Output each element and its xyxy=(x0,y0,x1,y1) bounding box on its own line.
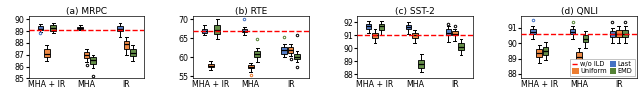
PathPatch shape xyxy=(51,25,56,31)
PathPatch shape xyxy=(623,30,628,37)
PathPatch shape xyxy=(536,49,542,57)
Title: (d) QNLI: (d) QNLI xyxy=(561,7,598,16)
PathPatch shape xyxy=(406,25,412,29)
PathPatch shape xyxy=(130,49,136,56)
PathPatch shape xyxy=(117,26,123,31)
PathPatch shape xyxy=(90,57,96,64)
PathPatch shape xyxy=(530,29,536,34)
PathPatch shape xyxy=(44,49,49,57)
PathPatch shape xyxy=(452,31,458,35)
PathPatch shape xyxy=(582,35,588,42)
PathPatch shape xyxy=(576,52,582,62)
PathPatch shape xyxy=(294,54,300,59)
PathPatch shape xyxy=(208,64,214,67)
PathPatch shape xyxy=(241,29,247,32)
PathPatch shape xyxy=(379,24,384,30)
PathPatch shape xyxy=(372,33,378,38)
PathPatch shape xyxy=(202,29,207,33)
PathPatch shape xyxy=(248,65,253,68)
PathPatch shape xyxy=(366,24,371,29)
PathPatch shape xyxy=(445,29,451,35)
Legend: w/o ILD, Uniform, Last, EMD: w/o ILD, Uniform, Last, EMD xyxy=(570,59,635,76)
PathPatch shape xyxy=(412,33,418,38)
Title: (c) SST-2: (c) SST-2 xyxy=(395,7,435,16)
Title: (b) RTE: (b) RTE xyxy=(235,7,267,16)
PathPatch shape xyxy=(616,30,621,37)
PathPatch shape xyxy=(254,51,260,57)
PathPatch shape xyxy=(419,60,424,68)
PathPatch shape xyxy=(458,43,464,50)
PathPatch shape xyxy=(214,25,220,34)
Title: (a) MRPC: (a) MRPC xyxy=(66,7,107,16)
PathPatch shape xyxy=(38,26,43,30)
PathPatch shape xyxy=(77,27,83,29)
PathPatch shape xyxy=(124,41,129,49)
PathPatch shape xyxy=(543,47,548,55)
PathPatch shape xyxy=(282,47,287,54)
PathPatch shape xyxy=(610,31,615,37)
PathPatch shape xyxy=(570,29,575,34)
PathPatch shape xyxy=(84,52,90,58)
PathPatch shape xyxy=(288,47,293,53)
